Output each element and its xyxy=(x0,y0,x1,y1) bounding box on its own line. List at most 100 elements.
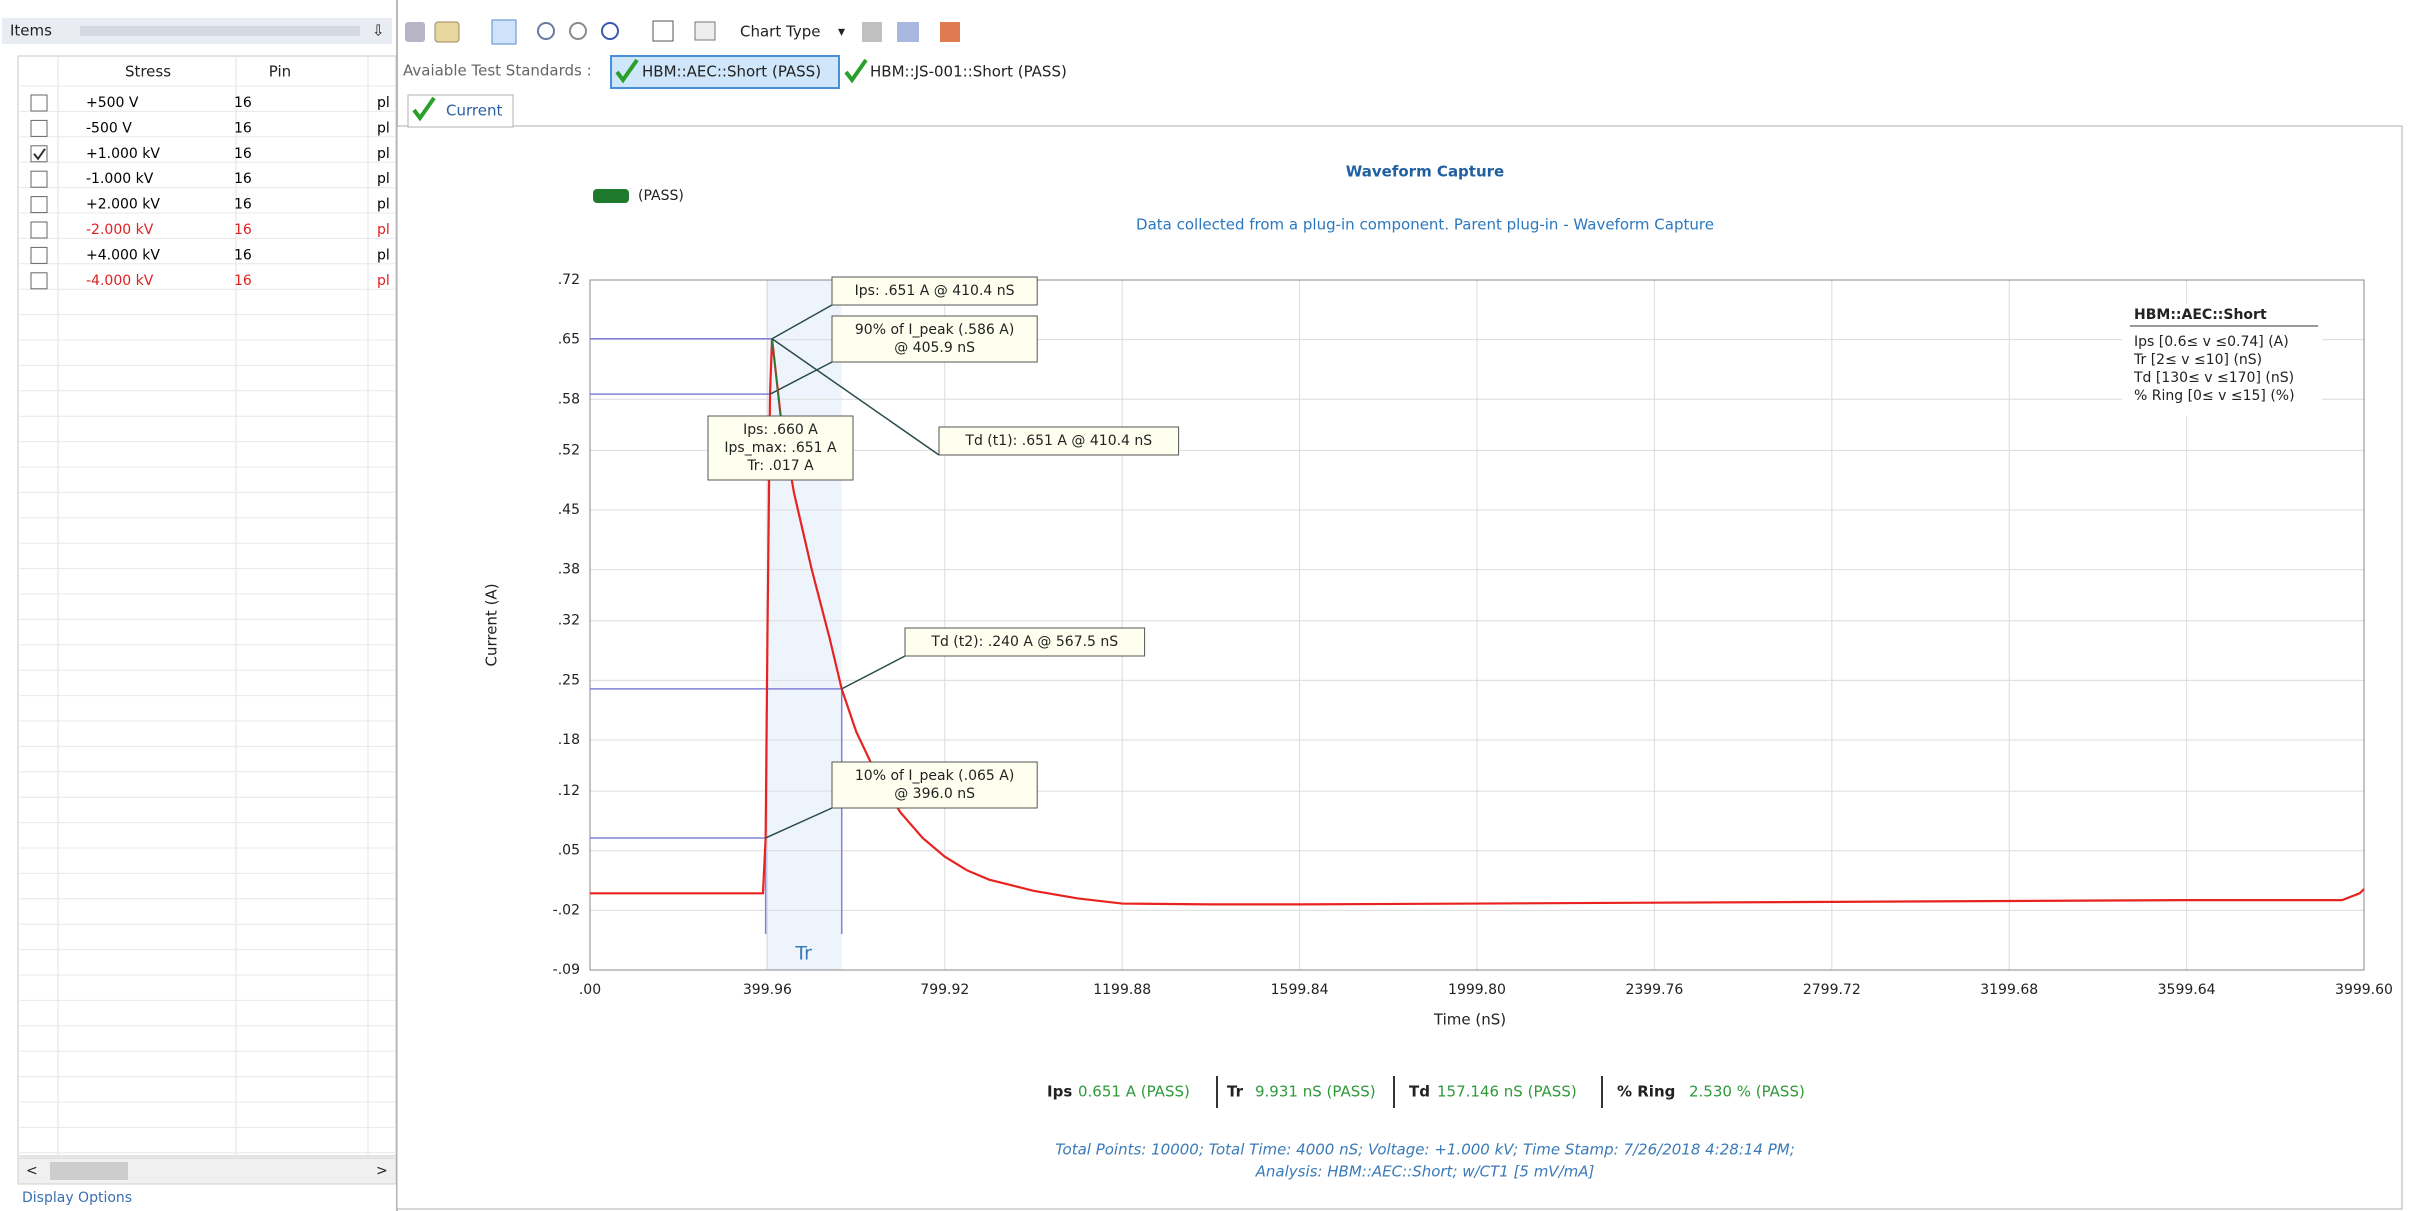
cell-stress: +4.000 kV xyxy=(86,247,160,263)
cell-extra: pl xyxy=(377,95,390,111)
y-tick-label: .25 xyxy=(558,672,580,688)
standard-button-label[interactable]: HBM::AEC::Short (PASS) xyxy=(642,63,821,81)
cell-stress: -1.000 kV xyxy=(86,171,154,187)
callout-pointer xyxy=(841,655,906,690)
tool-icon[interactable] xyxy=(537,22,555,40)
tool-icon[interactable] xyxy=(694,21,716,41)
y-tick-label: .65 xyxy=(558,332,580,348)
items-panel xyxy=(0,0,397,1211)
chart-title: Waveform Capture xyxy=(1346,163,1504,181)
callout-pointer xyxy=(769,361,833,395)
standards-label: Avaiable Test Standards : xyxy=(403,62,592,80)
table-grid: +500 V 16 pl -500 V 16 pl +1.000 kV 16 pl -1.000 … xyxy=(18,56,396,1156)
tool-icon[interactable] xyxy=(601,22,619,40)
cell-extra: pl xyxy=(377,120,390,136)
cell-pin: 16 xyxy=(234,95,252,111)
pin-icon[interactable]: ⇩ xyxy=(372,22,385,40)
cell-pin: 16 xyxy=(234,146,252,162)
x-tick-label: 1999.80 xyxy=(1448,982,1506,998)
footer-line: Analysis: HBM::AEC::Short; w/CT1 [5 mV/m… xyxy=(1255,1163,1595,1181)
tool-icon[interactable] xyxy=(405,22,425,42)
callout-box xyxy=(904,627,1146,657)
checkbox[interactable] xyxy=(30,119,48,137)
results-row: Ips 0.651 A (PASS) Tr 9.931 nS (PASS) Td 157.… xyxy=(1047,1076,1805,1108)
y-tick-label: .18 xyxy=(558,732,580,748)
checkbox[interactable] xyxy=(30,170,48,188)
x-tick-label: 1599.84 xyxy=(1271,982,1329,998)
callout-box xyxy=(831,761,1038,809)
waveform-line xyxy=(590,338,2365,906)
pass-check xyxy=(844,58,868,84)
scroll-right[interactable]: > xyxy=(376,1163,388,1179)
checkbox[interactable] xyxy=(30,145,48,163)
callout-pointer xyxy=(765,807,833,839)
y-tick-label: .58 xyxy=(558,391,580,407)
tab-label[interactable]: Current xyxy=(446,102,502,120)
standard-button-label[interactable]: HBM::JS-001::Short (PASS) xyxy=(870,63,1067,81)
cell-extra: pl xyxy=(377,171,390,187)
callout-box xyxy=(831,315,1038,363)
callout-text: Ips_max: .651 A xyxy=(724,440,837,456)
footer-line: Total Points: 10000; Total Time: 4000 nS… xyxy=(1055,1141,1795,1159)
checkbox[interactable] xyxy=(30,196,48,214)
y-tick-label: -.09 xyxy=(553,962,580,978)
cell-pin: 16 xyxy=(234,222,252,238)
tool-icon[interactable] xyxy=(940,22,960,42)
x-tick-label: 3599.64 xyxy=(2158,982,2216,998)
tab[interactable] xyxy=(407,94,514,128)
checkbox[interactable] xyxy=(30,246,48,264)
chart-type-menu[interactable]: Chart Type xyxy=(740,23,820,41)
x-tick-label: 2799.72 xyxy=(1803,982,1861,998)
plot-border xyxy=(589,279,2365,971)
cell-pin: 16 xyxy=(234,171,252,187)
tool-icon[interactable] xyxy=(569,22,587,40)
tool-icon[interactable] xyxy=(434,21,460,43)
cell-stress: -2.000 kV xyxy=(86,222,154,238)
checkbox[interactable] xyxy=(30,272,48,290)
callout-box xyxy=(938,426,1180,456)
cell-stress: -500 V xyxy=(86,120,132,136)
tool-icon-selected[interactable] xyxy=(491,19,517,45)
cell-stress: -4.000 kV xyxy=(86,273,154,289)
callout-text: @ 396.0 nS xyxy=(894,786,975,802)
result-value: 0.651 A (PASS) xyxy=(1078,1083,1190,1101)
limits-line: Tr [2≤ v ≤10] (nS) xyxy=(2133,352,2262,368)
plot: Tr .00 399.96 799.92 1199.88 1599.84 1999.80 23… xyxy=(553,188,2393,998)
cell-stress: +2.000 kV xyxy=(86,197,160,213)
scroll-left[interactable]: < xyxy=(26,1163,38,1179)
callout-box xyxy=(707,415,854,481)
tab-check xyxy=(412,96,436,122)
y-tick-label: .12 xyxy=(558,783,580,799)
legend-label: (PASS) xyxy=(638,188,684,204)
limits-line: Ips [0.6≤ v ≤0.74] (A) xyxy=(2134,334,2289,350)
chart-frame xyxy=(396,125,2403,1210)
standard-button-active[interactable] xyxy=(610,55,840,89)
cell-pin: 16 xyxy=(234,197,252,213)
legend-swatch xyxy=(593,189,629,203)
y-tick-label: .45 xyxy=(558,502,580,518)
callout-text: @ 405.9 nS xyxy=(894,340,975,356)
y-tick-label: .05 xyxy=(558,843,580,859)
column-header: Pin xyxy=(269,63,291,81)
limits-line: % Ring [0≤ v ≤15] (%) xyxy=(2134,388,2295,404)
cell-pin: 16 xyxy=(234,247,252,263)
display-options[interactable]: Display Options xyxy=(22,1190,132,1206)
x-tick-label: 799.92 xyxy=(920,982,969,998)
tr-label: Tr xyxy=(794,943,812,965)
toolbar xyxy=(398,14,2415,48)
checkbox[interactable] xyxy=(30,94,48,112)
tool-icon[interactable] xyxy=(897,22,919,42)
result-name: Ips xyxy=(1047,1083,1072,1101)
toolbar-icons xyxy=(405,19,960,45)
scrollbar-thumb[interactable] xyxy=(50,1162,128,1180)
callout-box xyxy=(831,276,1038,306)
x-axis-label: Time (nS) xyxy=(1433,1011,1506,1029)
dropdown-arrow[interactable]: ▾ xyxy=(838,24,845,40)
cell-stress: +500 V xyxy=(86,95,139,111)
tool-icon[interactable] xyxy=(862,22,882,42)
limits-box xyxy=(2122,304,2322,416)
checkbox[interactable] xyxy=(30,221,48,239)
tool-icon[interactable] xyxy=(652,20,674,42)
y-tick-label: .32 xyxy=(558,613,580,629)
